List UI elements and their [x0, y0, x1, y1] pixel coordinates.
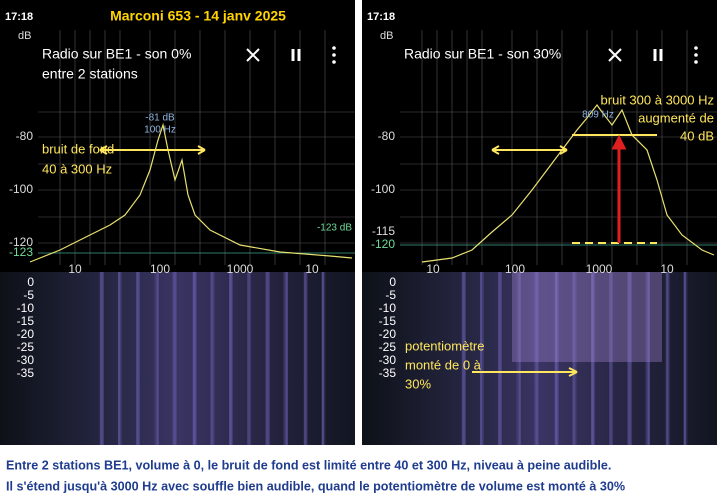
- x-axis-label: 1000: [586, 262, 613, 276]
- menu-dot: [694, 60, 698, 64]
- spectrogram-label: -15: [17, 314, 35, 328]
- peak-label: -81 dB: [145, 113, 175, 124]
- panel-background: [362, 0, 717, 272]
- y-axis-label: -123: [9, 245, 33, 259]
- panel-background: [0, 0, 355, 272]
- spectrogram: [362, 272, 717, 445]
- annotation: 40 à 300 Hz: [42, 161, 112, 176]
- menu-icon[interactable]: [332, 46, 336, 64]
- y-axis-label: -100: [9, 182, 33, 196]
- spectrogram-label: -30: [17, 353, 35, 367]
- menu-dot: [332, 60, 336, 64]
- spectrogram-label: -5: [23, 288, 34, 302]
- x-axis-label: 10: [426, 262, 440, 276]
- spectrogram-label: -25: [379, 340, 397, 354]
- spectrogram-label: 0: [389, 275, 396, 289]
- spectrogram-label: -5: [385, 288, 396, 302]
- spectrogram-label: -35: [379, 366, 397, 380]
- annotation-arrow: [611, 134, 627, 243]
- annotation: bruit 300 à 3000 Hz: [601, 92, 714, 107]
- spectrogram-label: -10: [379, 301, 397, 315]
- menu-dot: [694, 46, 698, 50]
- y-axis-label: -120: [371, 237, 395, 251]
- close-icon[interactable]: [246, 48, 260, 62]
- x-axis-label: 10: [305, 262, 319, 276]
- menu-dot: [332, 53, 336, 57]
- spectrogram-bright: [512, 272, 662, 362]
- y-axis-label: -120: [9, 235, 33, 249]
- menu-icon[interactable]: [694, 46, 698, 64]
- panel-title: Radio sur BE1 - son 0%: [42, 46, 191, 62]
- x-axis-label: 100: [150, 262, 170, 276]
- spectrogram-annotation: potentiomètre: [405, 338, 485, 353]
- annotation-arrow: [491, 145, 568, 155]
- x-axis-label: 100: [505, 262, 525, 276]
- spectrogram-label: -35: [17, 366, 35, 380]
- x-axis-label: 10: [660, 262, 674, 276]
- spectrogram-label: -25: [17, 340, 35, 354]
- spectrogram-label: -30: [379, 353, 397, 367]
- spectrum-trace: [421, 103, 715, 263]
- caption-line: Il s'étend jusqu'à 3000 Hz avec souffle …: [6, 479, 625, 493]
- annotation-arrow: [472, 367, 578, 377]
- side-label: -123 dB: [317, 223, 352, 234]
- pause-icon[interactable]: [653, 49, 663, 61]
- y-axis-label: -80: [378, 129, 396, 143]
- axis-unit: dB: [380, 30, 393, 42]
- y-axis-label: -100: [371, 182, 395, 196]
- menu-dot: [694, 53, 698, 57]
- y-axis-label: -80: [16, 129, 34, 143]
- panel-subtitle: entre 2 stations: [42, 66, 138, 82]
- spectrogram-label: -20: [17, 327, 35, 341]
- status-time: 17:18: [367, 11, 395, 23]
- spectrogram-label: 0: [27, 275, 34, 289]
- spectrogram-label: -20: [379, 327, 397, 341]
- annotation: augmenté de: [638, 110, 714, 125]
- caption-line: Entre 2 stations BE1, volume à 0, le bru…: [6, 458, 611, 472]
- spectrogram: [0, 272, 355, 445]
- spectrogram-label: -10: [17, 301, 35, 315]
- peak-label: 100 Hz: [144, 125, 176, 136]
- annotation: 40 dB: [680, 128, 714, 143]
- annotation-arrow: [99, 145, 206, 155]
- close-icon[interactable]: [608, 48, 622, 62]
- menu-dot: [332, 46, 336, 50]
- spectrogram-label: -15: [379, 314, 397, 328]
- pause-icon[interactable]: [291, 49, 301, 61]
- panel: 17:18 dB Radio sur BE1 - son 0% entre 2 sta…: [0, 0, 355, 445]
- axis-unit: dB: [18, 30, 31, 42]
- header-title: Marconi 653 - 14 janv 2025: [110, 8, 286, 24]
- status-time: 17:18: [5, 11, 33, 23]
- annotation: bruit de fond: [42, 141, 114, 156]
- x-axis-label: 1000: [227, 262, 254, 276]
- peak-label: 809 Hz: [582, 110, 614, 121]
- spectrogram-annotation: 30%: [405, 376, 431, 391]
- x-axis-label: 10: [68, 262, 82, 276]
- spectrogram-annotation: monté de 0 à: [405, 357, 482, 372]
- y-axis-label: -115: [372, 224, 395, 238]
- panel-title: Radio sur BE1 - son 30%: [404, 46, 561, 62]
